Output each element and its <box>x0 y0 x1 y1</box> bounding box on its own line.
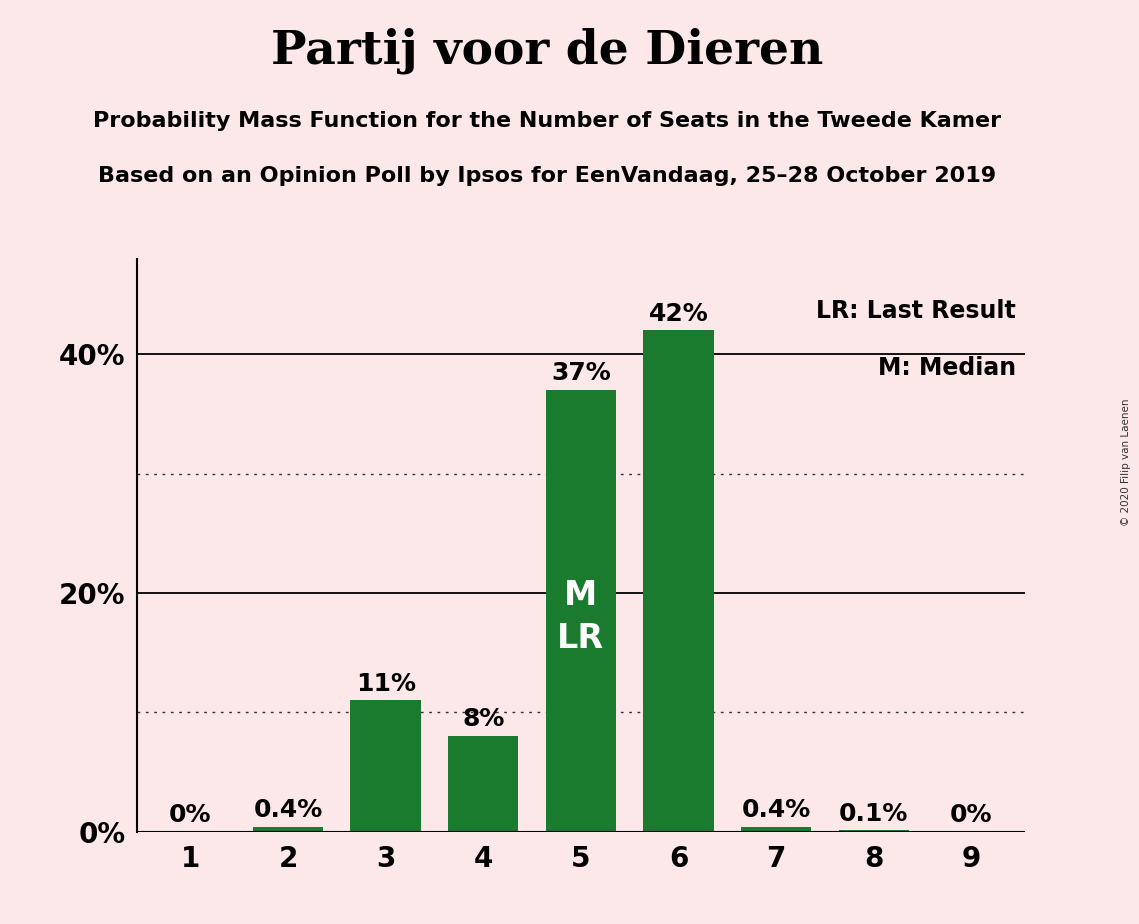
Bar <box>351 700 420 832</box>
Bar <box>253 827 323 832</box>
Text: 0.4%: 0.4% <box>253 798 322 822</box>
Text: © 2020 Filip van Laenen: © 2020 Filip van Laenen <box>1121 398 1131 526</box>
Text: 8%: 8% <box>462 708 505 732</box>
Text: 0%: 0% <box>950 803 993 827</box>
Text: 0%: 0% <box>169 803 212 827</box>
Bar <box>546 390 616 832</box>
Bar <box>741 827 811 832</box>
Text: Based on an Opinion Poll by Ipsos for EenVandaag, 25–28 October 2019: Based on an Opinion Poll by Ipsos for Ee… <box>98 166 995 187</box>
Text: LR: Last Result: LR: Last Result <box>817 298 1016 322</box>
Text: 37%: 37% <box>551 361 611 385</box>
Text: 0.1%: 0.1% <box>839 802 909 826</box>
Bar <box>644 331 714 832</box>
Text: M: Median: M: Median <box>878 356 1016 380</box>
Text: 0.4%: 0.4% <box>741 798 811 822</box>
Text: M
LR: M LR <box>557 578 605 655</box>
Bar <box>838 831 909 832</box>
Bar <box>448 736 518 832</box>
Text: 11%: 11% <box>355 672 416 696</box>
Text: Probability Mass Function for the Number of Seats in the Tweede Kamer: Probability Mass Function for the Number… <box>92 111 1001 131</box>
Text: Partij voor de Dieren: Partij voor de Dieren <box>271 28 822 74</box>
Text: 42%: 42% <box>648 301 708 325</box>
